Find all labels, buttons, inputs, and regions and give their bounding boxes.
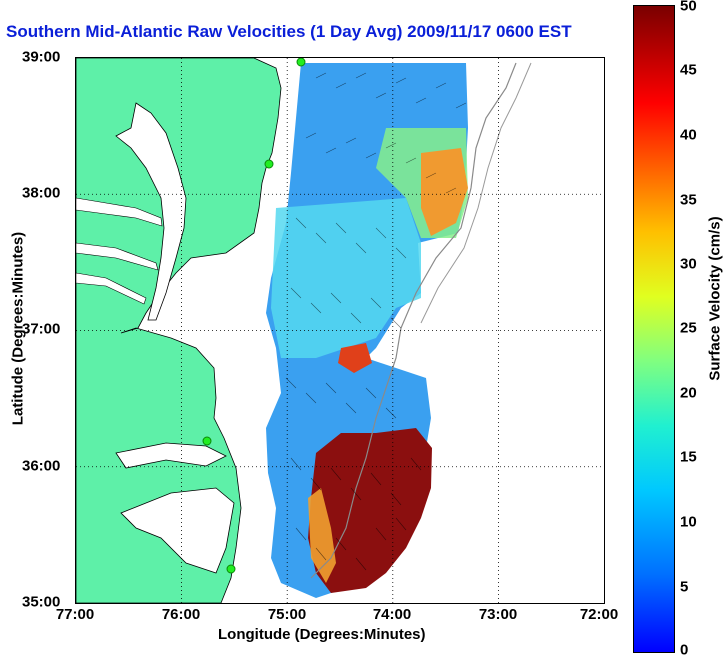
- bathymetry-contour-outer: [420, 62, 532, 324]
- colorbar-tick: 45: [680, 61, 697, 79]
- velocity-field-cyan: [271, 198, 421, 358]
- colorbar-tick: 0: [680, 641, 689, 659]
- station-marker: [296, 58, 306, 67]
- velocity-field-orange: [421, 148, 468, 236]
- y-axis-label: Latitude (Degrees:Minutes): [9, 231, 27, 426]
- station-marker: [202, 436, 212, 446]
- colorbar-tick: 10: [680, 513, 697, 531]
- x-tick-label: 74:00: [372, 606, 412, 623]
- map-title: Southern Mid-Atlantic Raw Velocities (1 …: [6, 22, 572, 41]
- colorbar-tick: 30: [680, 255, 697, 273]
- station-marker: [226, 564, 236, 574]
- chesapeake-bay: [115, 102, 187, 321]
- map-plot-area[interactable]: [75, 57, 605, 604]
- colorbar-tick: 25: [680, 319, 697, 337]
- map-canvas: [76, 58, 604, 603]
- y-tick-label: 35:00: [22, 593, 61, 611]
- colorbar-tick: 40: [680, 126, 697, 144]
- colorbar-label: Surface Velocity (cm/s): [706, 216, 724, 381]
- lat-lon-grid: [76, 58, 604, 603]
- velocity-vectors: [285, 72, 467, 571]
- colorbar-tick: 15: [680, 448, 697, 466]
- colorbar-tick: 35: [680, 191, 697, 209]
- x-tick-label: 77:00: [55, 606, 95, 623]
- pamlico-sound: [120, 487, 235, 574]
- y-tick-label: 37:00: [22, 320, 61, 338]
- x-axis-label: Longitude (Degrees:Minutes): [218, 626, 426, 643]
- rappahannock-river: [76, 242, 159, 271]
- y-tick-label: 36:00: [22, 457, 61, 475]
- colorbar-tick: 5: [680, 578, 689, 596]
- x-tick-label: 73:00: [478, 606, 518, 623]
- x-tick-label: 76:00: [161, 606, 201, 623]
- velocity-field-high: [308, 428, 432, 593]
- y-tick-label: 38:00: [22, 184, 61, 202]
- york-river: [76, 272, 147, 305]
- x-tick-label: 72:00: [579, 606, 619, 623]
- potomac-river: [76, 197, 163, 227]
- station-marker: [264, 159, 274, 169]
- colorbar-tick: 20: [680, 384, 697, 402]
- x-tick-label: 75:00: [267, 606, 307, 623]
- colorbar: [633, 5, 675, 653]
- y-tick-label: 39:00: [22, 48, 61, 66]
- radar-stations: [202, 58, 306, 574]
- velocity-field-red-spot: [338, 343, 372, 373]
- colorbar-tick: 50: [680, 0, 697, 15]
